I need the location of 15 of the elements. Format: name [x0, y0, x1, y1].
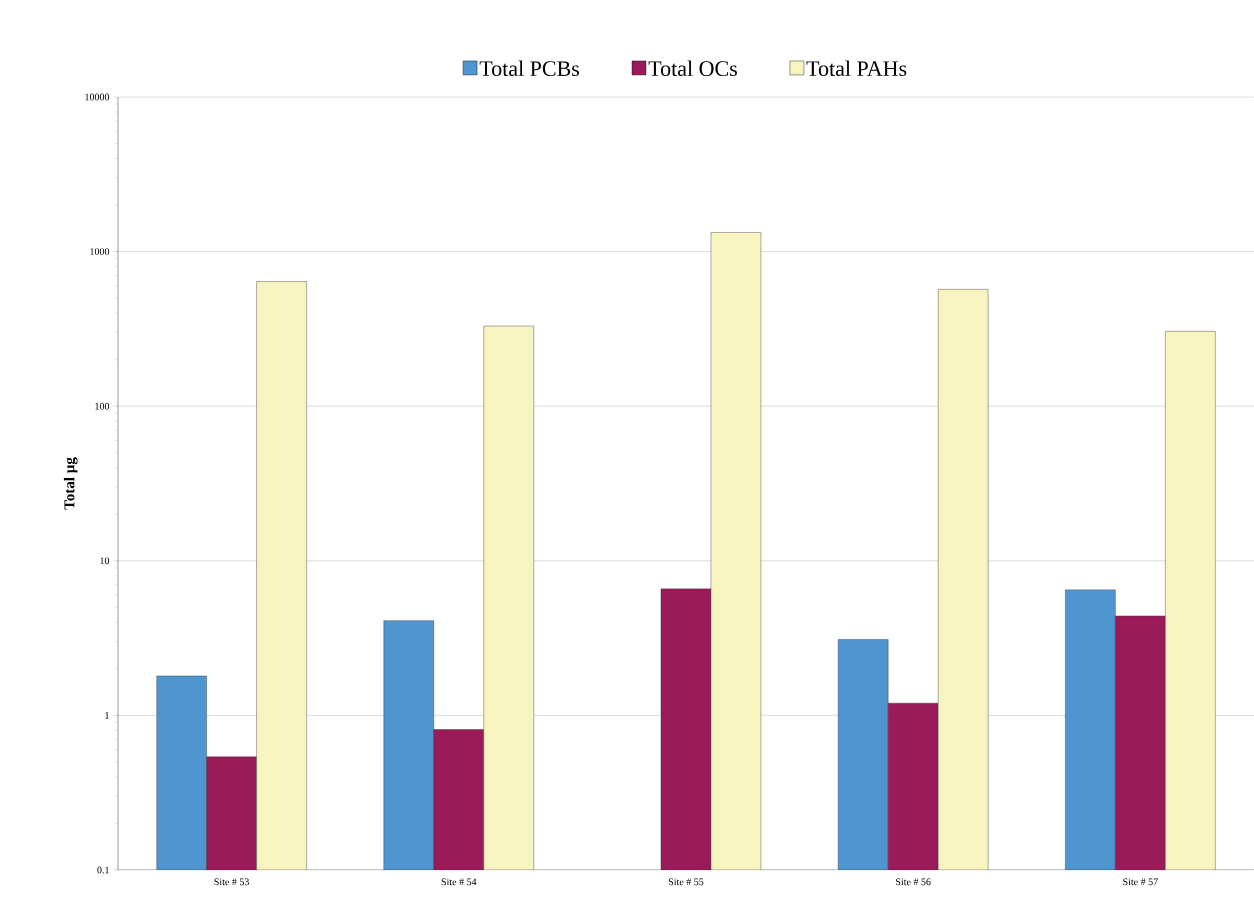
- legend-label: Total PCBs: [479, 60, 580, 77]
- y-tick-label: 100: [95, 402, 110, 410]
- y-tick-label: 1000: [90, 248, 110, 255]
- x-tick-label: Site # 55: [668, 878, 704, 886]
- x-tick-label: Site # 53: [214, 878, 249, 886]
- legend-label: Total OCs: [648, 60, 737, 77]
- y-tick-label: 1: [105, 712, 109, 719]
- x-tick-label: Site # 57: [1123, 878, 1158, 886]
- y-tick-label: 10000: [85, 93, 110, 101]
- y-axis-title: Total µg: [63, 457, 78, 510]
- x-tick-label: Site # 56: [896, 878, 931, 886]
- legend-label: Total PAHs: [806, 60, 907, 77]
- x-tick-label: Site # 54: [441, 878, 477, 886]
- y-tick-label: 0.1: [97, 866, 109, 874]
- y-tick-label: 10: [100, 557, 110, 565]
